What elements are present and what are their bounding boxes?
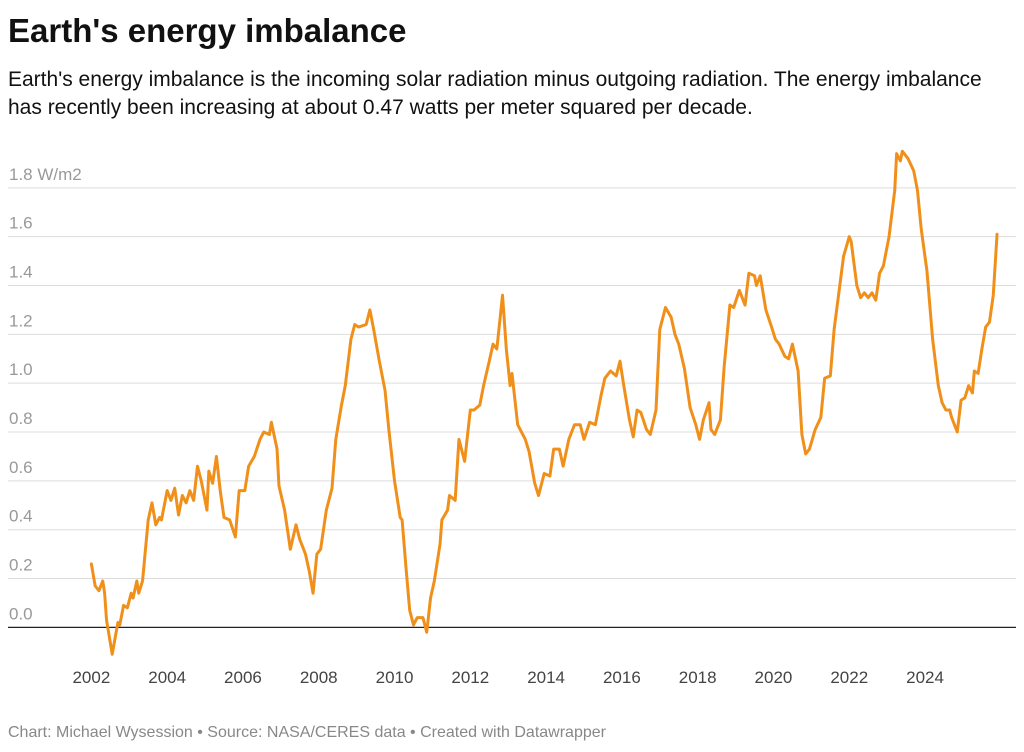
y-tick-label: 1.4 — [9, 263, 33, 282]
chart-title: Earth's energy imbalance — [8, 12, 407, 49]
data-line — [89, 149, 999, 656]
x-tick-label: 2014 — [527, 668, 565, 687]
y-tick-label: 0.8 — [9, 409, 33, 428]
chart-subtitle: Earth's energy imbalance is the incoming… — [8, 68, 982, 119]
x-tick-label: 2018 — [679, 668, 717, 687]
y-tick-label: 1.8 W/m2 — [9, 165, 82, 184]
x-tick-label: 2004 — [148, 668, 186, 687]
y-tick-label: 0.0 — [9, 604, 33, 623]
y-tick-label: 1.2 — [9, 311, 33, 330]
x-tick-label: 2020 — [755, 668, 793, 687]
chart-source: Chart: Michael Wysession • Source: NASA/… — [8, 724, 607, 741]
x-tick-label: 2006 — [224, 668, 262, 687]
y-tick-label: 0.6 — [9, 458, 33, 477]
x-tick-label: 2024 — [906, 668, 944, 687]
x-tick-label: 2022 — [830, 668, 868, 687]
x-tick-label: 2002 — [72, 668, 110, 687]
y-tick-label: 1.0 — [9, 360, 33, 379]
x-tick-label: 2010 — [376, 668, 414, 687]
y-tick-label: 0.2 — [9, 556, 33, 575]
x-tick-label: 2016 — [603, 668, 641, 687]
x-tick-label: 2008 — [300, 668, 338, 687]
y-tick-label: 0.4 — [9, 507, 33, 526]
y-tick-label: 1.6 — [9, 214, 33, 233]
x-tick-label: 2012 — [451, 668, 489, 687]
